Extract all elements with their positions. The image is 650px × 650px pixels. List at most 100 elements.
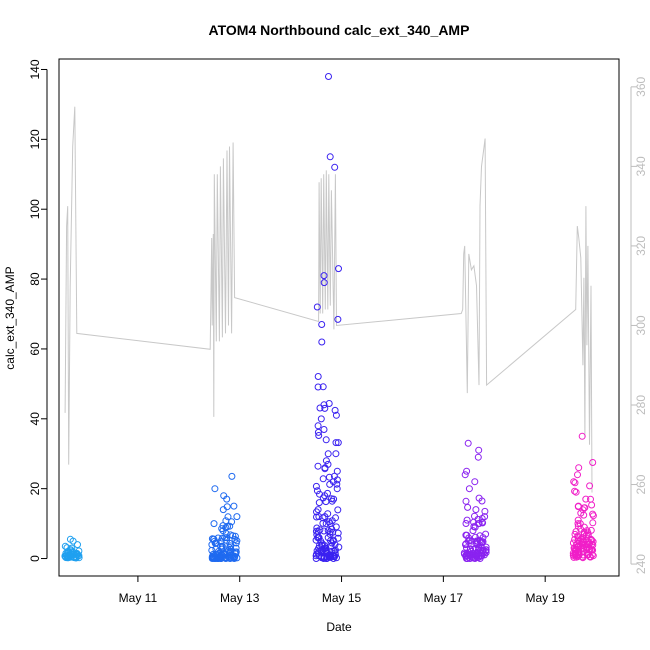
scatter-point <box>571 530 579 538</box>
scatter-point <box>474 515 482 523</box>
scatter-point <box>319 475 327 483</box>
scatter-point <box>328 539 336 547</box>
scatter-point <box>574 520 582 528</box>
scatter-point <box>322 520 330 528</box>
y-axis-left: 0 20 40 60 80 100 120 140 <box>28 59 48 562</box>
scatter-point <box>588 551 596 559</box>
scatter-point <box>589 519 597 527</box>
scatter-point <box>328 517 336 525</box>
y-axis-right: 240 260 280 300 320 340 360 <box>630 77 648 574</box>
scatter-point <box>314 422 322 430</box>
scatter-point <box>224 513 232 521</box>
scatter-point <box>334 439 342 447</box>
scatter-point <box>589 510 597 518</box>
scatter-point <box>316 490 323 498</box>
scatter-point <box>228 518 236 526</box>
scatter-point <box>326 480 334 488</box>
scatter-point <box>478 552 486 560</box>
x-tick-label: May 13 <box>220 591 260 605</box>
scatter-point <box>569 549 577 557</box>
scatter-point <box>335 543 343 551</box>
scatter-point <box>571 479 579 487</box>
scatter-point <box>466 545 474 553</box>
secondary-series-line <box>64 106 593 493</box>
scatter-point <box>312 482 320 490</box>
scatter-point <box>581 540 589 548</box>
scatter-point <box>66 535 74 543</box>
scatter-point <box>325 400 333 407</box>
scatter-point <box>333 485 341 493</box>
y-axis-label: calc_ext_340_AMP <box>3 266 17 369</box>
scatter-point <box>462 540 470 548</box>
scatter-point <box>322 436 330 444</box>
scatter-point <box>318 321 326 328</box>
scatter-point <box>482 547 489 555</box>
scatter-point <box>470 523 478 531</box>
scatter-series-5 <box>569 432 597 562</box>
scatter-point <box>472 539 480 546</box>
scatter-point <box>318 338 326 346</box>
scatter-point <box>572 488 580 496</box>
scatter-point <box>231 532 239 540</box>
scatter-point <box>574 471 581 479</box>
scatter-point <box>462 497 470 505</box>
scatter-point <box>476 532 484 540</box>
scatter-point <box>471 551 478 559</box>
scatter-point <box>578 432 586 440</box>
scatter-point <box>319 383 327 391</box>
scatter-points-layer <box>61 73 597 562</box>
scatter-point <box>472 506 480 514</box>
scatter-point <box>313 524 321 532</box>
scatter-point <box>211 485 219 493</box>
scatter-point <box>314 462 322 470</box>
x-tick-label: May 15 <box>322 591 362 605</box>
scatter-point <box>73 550 81 558</box>
scatter-point <box>463 516 471 524</box>
scatter-point <box>233 513 241 521</box>
scatter-point <box>324 489 331 497</box>
scatter-point <box>210 520 218 528</box>
scatter-point <box>314 373 322 380</box>
scatter-point <box>220 551 228 559</box>
scatter-point <box>320 426 328 433</box>
scatter-point <box>208 535 216 543</box>
scatter-point <box>589 541 597 549</box>
scatter-point <box>335 265 342 273</box>
scatter-point <box>223 503 231 511</box>
scatter-point <box>313 303 321 311</box>
y2-tick-label: 320 <box>634 236 648 256</box>
scatter-point <box>322 457 330 465</box>
scatter-series-4 <box>460 439 490 562</box>
scatter-point <box>324 450 332 458</box>
scatter-point <box>589 459 597 466</box>
y2-tick-label: 360 <box>634 77 648 97</box>
scatter-point <box>471 478 479 486</box>
y-tick-label: 140 <box>28 59 42 79</box>
scatter-point <box>62 554 70 562</box>
scatter-point <box>213 551 221 558</box>
scatter-point <box>314 428 322 436</box>
scatter-point <box>571 487 579 495</box>
scatter-series-2 <box>208 472 241 562</box>
scatter-point <box>463 551 471 559</box>
scatter-point <box>226 522 234 530</box>
scatter-point <box>317 415 325 423</box>
scatter-point <box>332 523 340 531</box>
scatter-point <box>332 450 340 458</box>
scatter-point <box>231 536 239 543</box>
scatter-point <box>580 511 588 519</box>
scatter-point <box>481 507 489 515</box>
scatter-point <box>463 467 471 475</box>
scatter-point <box>587 526 595 534</box>
scatter-point <box>226 539 234 547</box>
scatter-point <box>324 527 332 535</box>
scatter-point <box>326 530 334 538</box>
scatter-point <box>320 554 328 562</box>
y-tick-label: 60 <box>28 342 42 356</box>
y-tick-label: 20 <box>28 482 42 496</box>
scatter-point <box>212 539 220 547</box>
x-tick-label: May 19 <box>526 591 566 605</box>
scatter-point <box>232 539 240 547</box>
scatter-point <box>574 503 582 511</box>
scatter-point <box>314 383 322 391</box>
